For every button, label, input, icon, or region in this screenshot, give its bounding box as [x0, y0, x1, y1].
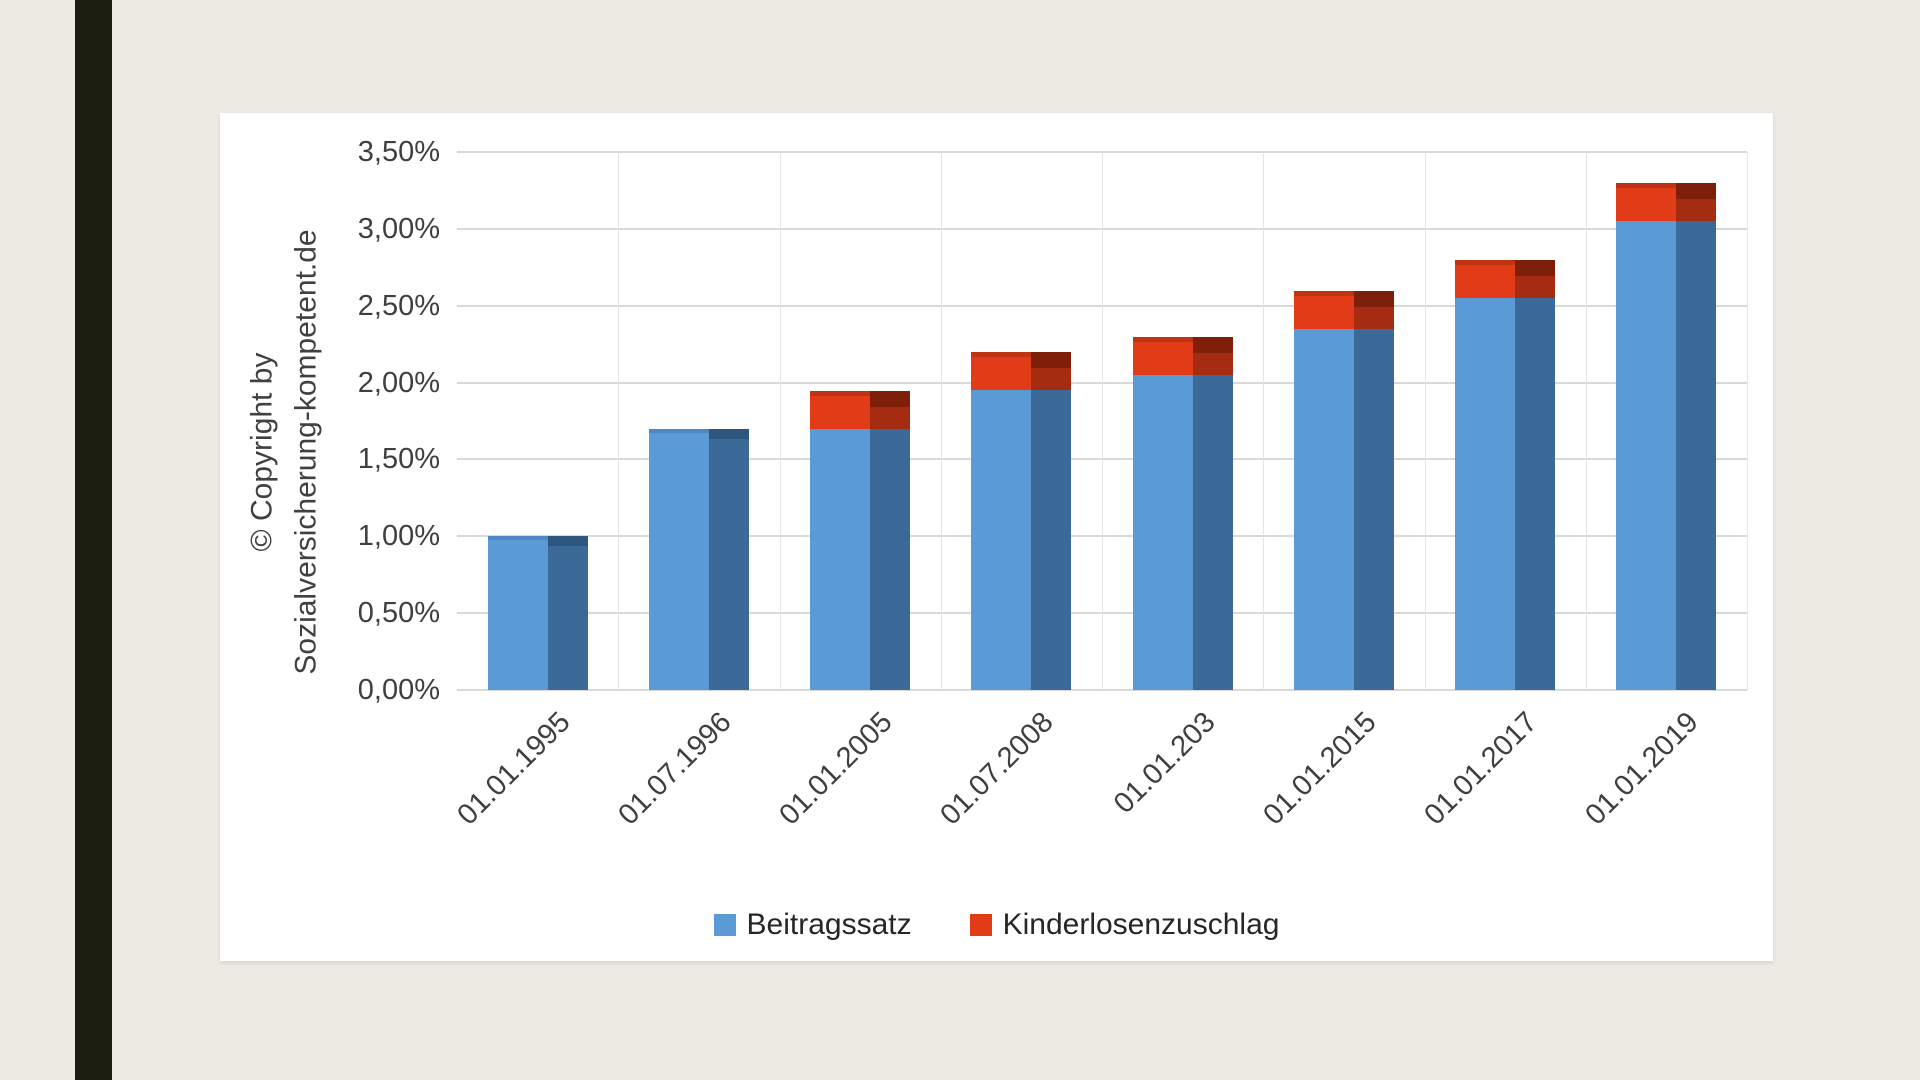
vertical-gridline	[618, 152, 619, 690]
bar-kinderlosenzuschlag-front	[1133, 337, 1193, 375]
x-axis-tick-label: 01.01.203	[1107, 706, 1222, 820]
chart-legend: Beitragssatz Kinderlosenzuschlag	[220, 908, 1773, 942]
vertical-gridline	[1425, 152, 1426, 690]
vertical-gridline	[780, 152, 781, 690]
legend-swatch-blue	[713, 914, 736, 936]
bar-kinderlosenzuschlag-front	[1616, 183, 1676, 221]
y-axis-tick-label: 0,00%	[357, 674, 440, 706]
bar-beitragssatz-front	[488, 536, 548, 690]
x-axis-tick-label: 01.07.2008	[934, 706, 1060, 832]
bar-beitragssatz-front	[1294, 329, 1354, 690]
bar-beitragssatz-side	[870, 429, 910, 690]
y-axis-tick-label: 3,00%	[357, 212, 440, 245]
legend-label: Kinderlosenzuschlag	[1002, 908, 1280, 941]
bar-beitragssatz-side	[1031, 390, 1071, 690]
bar-beitragssatz-side	[548, 536, 588, 690]
bar-kinderlosenzuschlag-front	[1294, 291, 1354, 329]
vertical-gridline	[1102, 152, 1103, 690]
y-axis-tick-label: 1,00%	[357, 520, 440, 553]
x-axis-tick-label: 01.01.2015	[1257, 706, 1383, 832]
y-axis-tick-label: 3,50%	[357, 136, 440, 168]
bar-kinderlosenzuschlag-side	[1193, 337, 1233, 375]
bar-beitragssatz-front	[971, 390, 1031, 690]
bar-beitragssatz-side	[1193, 375, 1233, 690]
vertical-gridline	[1263, 152, 1264, 690]
vertical-gridline	[1747, 152, 1748, 690]
x-axis-tick-label: 01.01.2005	[773, 706, 899, 832]
bar-beitragssatz-front	[1455, 298, 1515, 690]
y-axis-tick-label: 2,00%	[357, 366, 440, 399]
bar-kinderlosenzuschlag-side	[870, 391, 910, 429]
legend-swatch-red	[969, 914, 992, 936]
bar-beitragssatz-front	[1616, 221, 1676, 690]
vertical-gridline	[941, 152, 942, 690]
legend-label: Beitragssatz	[746, 908, 912, 941]
bar-beitragssatz-side	[709, 429, 749, 690]
x-axis-tick-label: 01.07.1996	[612, 706, 738, 832]
bar-kinderlosenzuschlag-front	[810, 391, 870, 429]
bar-beitragssatz-front	[649, 429, 709, 690]
bar-kinderlosenzuschlag-front	[1455, 260, 1515, 298]
bar-beitragssatz-side	[1515, 298, 1555, 690]
y-axis-tick-label: 1,50%	[357, 443, 440, 476]
bar-beitragssatz-side	[1354, 329, 1394, 690]
y-axis-tick-label: 2,50%	[357, 289, 440, 322]
y-axis-tick-label: 0,50%	[357, 597, 440, 630]
x-axis-tick-label: 01.01.1995	[451, 706, 577, 832]
bar-kinderlosenzuschlag-side	[1031, 352, 1071, 390]
bar-kinderlosenzuschlag-side	[1515, 260, 1555, 298]
vertical-gridline	[1586, 152, 1587, 690]
bar-kinderlosenzuschlag-side	[1676, 183, 1716, 221]
bar-kinderlosenzuschlag-front	[971, 352, 1031, 390]
legend-item-kinderlosenzuschlag: Kinderlosenzuschlag	[969, 908, 1280, 942]
legend-item-beitragssatz: Beitragssatz	[713, 908, 912, 942]
x-axis-tick-label: 01.01.2019	[1579, 706, 1705, 832]
bar-beitragssatz-front	[1133, 375, 1193, 690]
left-border-stripe	[75, 0, 112, 1080]
x-axis-tick-label: 01.01.2017	[1418, 706, 1544, 832]
bar-kinderlosenzuschlag-side	[1354, 291, 1394, 329]
bar-beitragssatz-side	[1676, 221, 1716, 690]
bar-beitragssatz-front	[810, 429, 870, 690]
gridline	[457, 689, 1747, 691]
